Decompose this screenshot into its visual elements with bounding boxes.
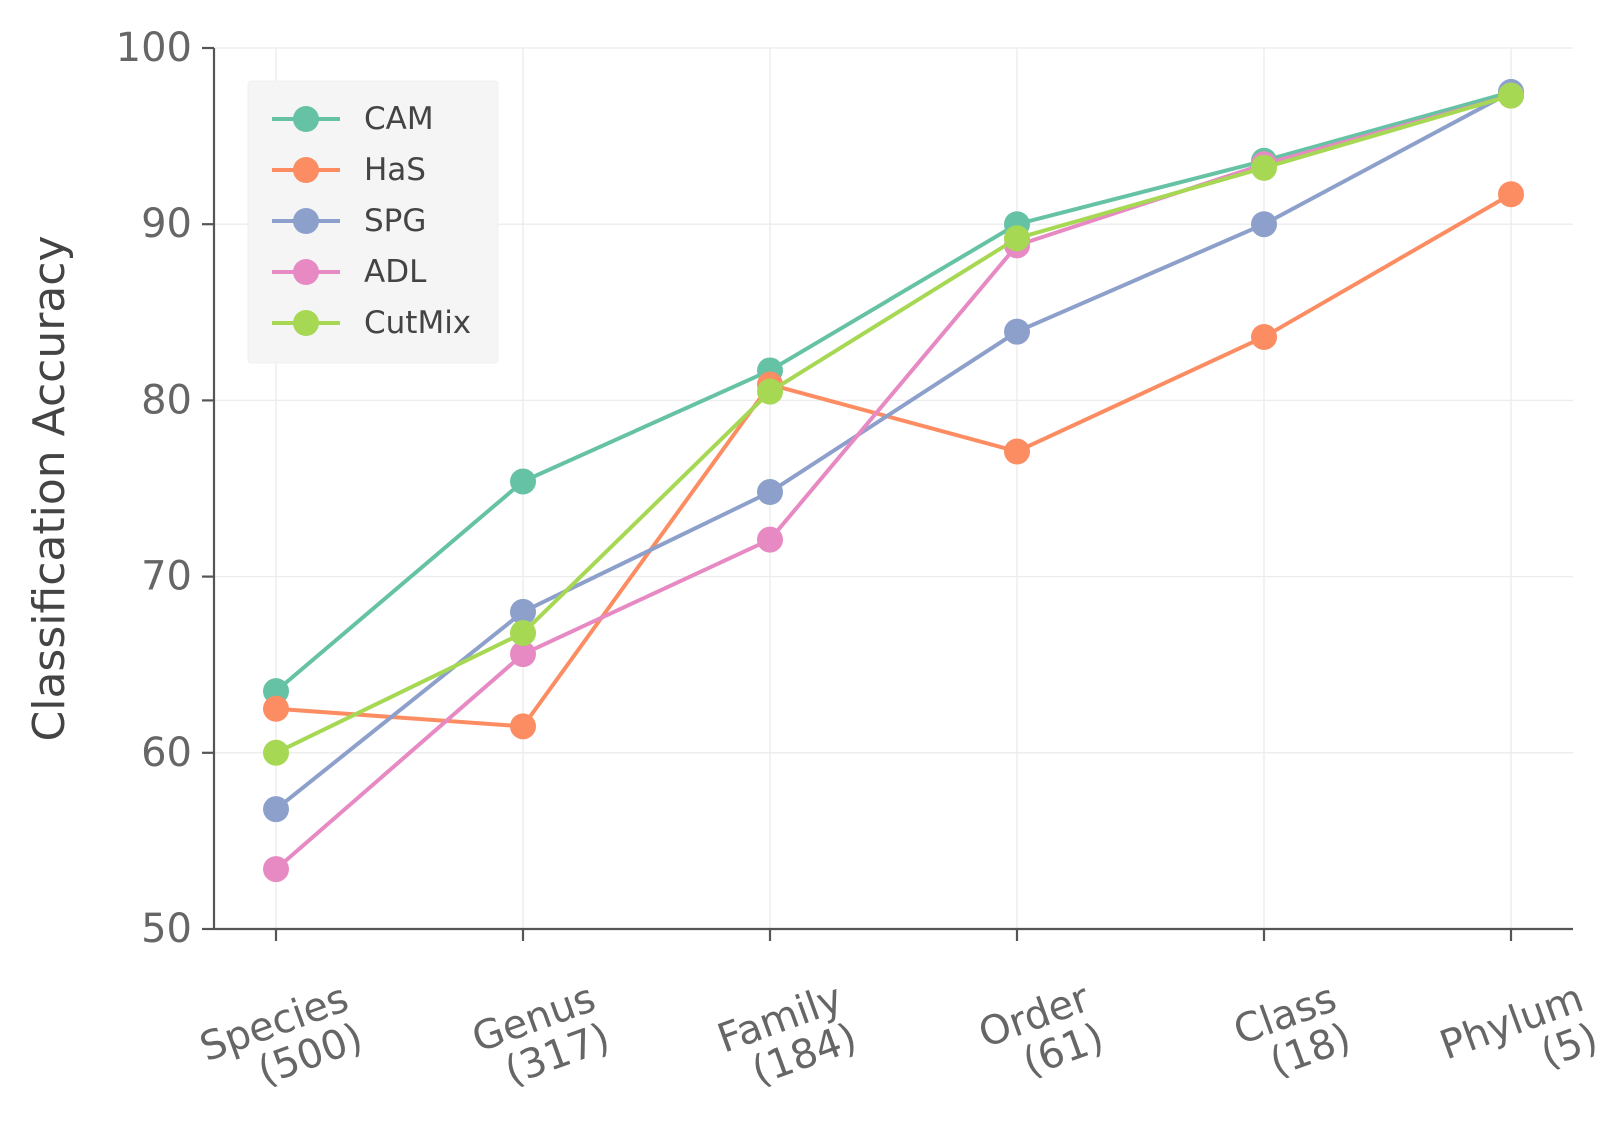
legend-marker [293, 157, 319, 183]
data-point [263, 739, 289, 766]
legend-label: HaS [364, 152, 426, 188]
x-tick-label: Family(184) [712, 975, 863, 1102]
data-point [1251, 211, 1277, 238]
data-point [510, 468, 536, 495]
axes [202, 46, 1573, 941]
y-axis-title: Classification Accuracy [24, 236, 75, 742]
data-point [757, 479, 783, 506]
legend-marker [293, 310, 319, 336]
legend-item-cam: CAM [272, 101, 434, 137]
y-tick-label: 80 [141, 377, 192, 423]
x-tick-label: Genus(317) [466, 975, 616, 1101]
series-line [275, 93, 1512, 755]
legend-label: SPG [364, 203, 426, 239]
series-cutmix [263, 82, 1524, 766]
data-point [1498, 181, 1524, 208]
data-point [263, 695, 289, 722]
series-has [263, 181, 1524, 740]
data-point [510, 713, 536, 740]
x-tick-label: Phylum(5) [1434, 975, 1604, 1109]
legend-item-cutmix: CutMix [272, 305, 471, 341]
data-point [1251, 323, 1277, 350]
data-point [1004, 225, 1030, 252]
data-point [757, 526, 783, 553]
data-point [263, 856, 289, 883]
legend-item-adl: ADL [272, 254, 427, 290]
data-point [1004, 438, 1030, 465]
legend-marker [293, 106, 319, 132]
x-tick-label: Order(61) [973, 975, 1110, 1097]
legend-marker [293, 208, 319, 234]
y-tick-label: 100 [116, 25, 192, 71]
data-point [757, 378, 783, 405]
y-tick-label: 90 [141, 201, 192, 247]
series-line [274, 90, 1512, 693]
legend-label: CutMix [364, 305, 471, 341]
data-point [1251, 154, 1277, 181]
y-tick-label: 60 [141, 730, 192, 776]
data-point [510, 598, 536, 625]
legend-label: CAM [364, 101, 434, 137]
y-tick-label: 50 [141, 906, 192, 952]
series-line [274, 93, 1512, 871]
series-line [275, 192, 1513, 729]
x-tick-label: Class(18) [1228, 975, 1357, 1094]
y-tick-label: 70 [141, 554, 192, 600]
legend-marker [293, 259, 319, 285]
legend-item-spg: SPG [272, 203, 426, 239]
series-lines [263, 79, 1524, 883]
legend: CAM HaS SPG ADL CutMix [247, 80, 499, 364]
series-line [274, 90, 1512, 811]
legend-box [247, 80, 499, 364]
data-point [510, 619, 536, 646]
legend-item-has: HaS [272, 152, 426, 188]
x-tick-label: Species(500) [194, 975, 369, 1110]
data-point [263, 796, 289, 823]
legend-label: ADL [364, 254, 427, 290]
data-point [1004, 318, 1030, 345]
data-point [510, 641, 536, 668]
data-point [1498, 82, 1524, 109]
